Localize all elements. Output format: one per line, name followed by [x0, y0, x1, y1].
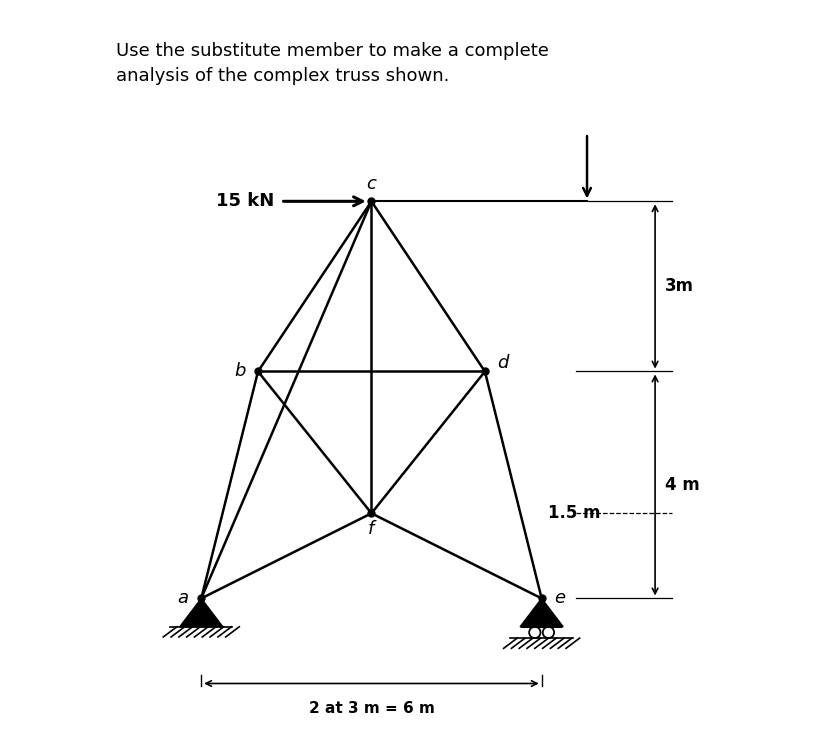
Text: 1.5 m: 1.5 m — [547, 504, 600, 522]
Text: 15 kN: 15 kN — [215, 192, 274, 210]
Polygon shape — [179, 598, 222, 627]
Text: 4 m: 4 m — [665, 476, 699, 494]
Text: b: b — [234, 363, 246, 380]
Text: f: f — [368, 520, 374, 538]
Text: 2 at 3 m = 6 m: 2 at 3 m = 6 m — [308, 701, 434, 716]
Polygon shape — [519, 598, 562, 627]
Text: a: a — [178, 589, 189, 608]
Text: Use the substitute member to make a complete
analysis of the complex truss shown: Use the substitute member to make a comp… — [116, 42, 548, 85]
Text: e: e — [553, 589, 565, 608]
Text: c: c — [366, 175, 376, 193]
Text: 3m: 3m — [665, 277, 694, 296]
Text: d: d — [497, 354, 508, 372]
